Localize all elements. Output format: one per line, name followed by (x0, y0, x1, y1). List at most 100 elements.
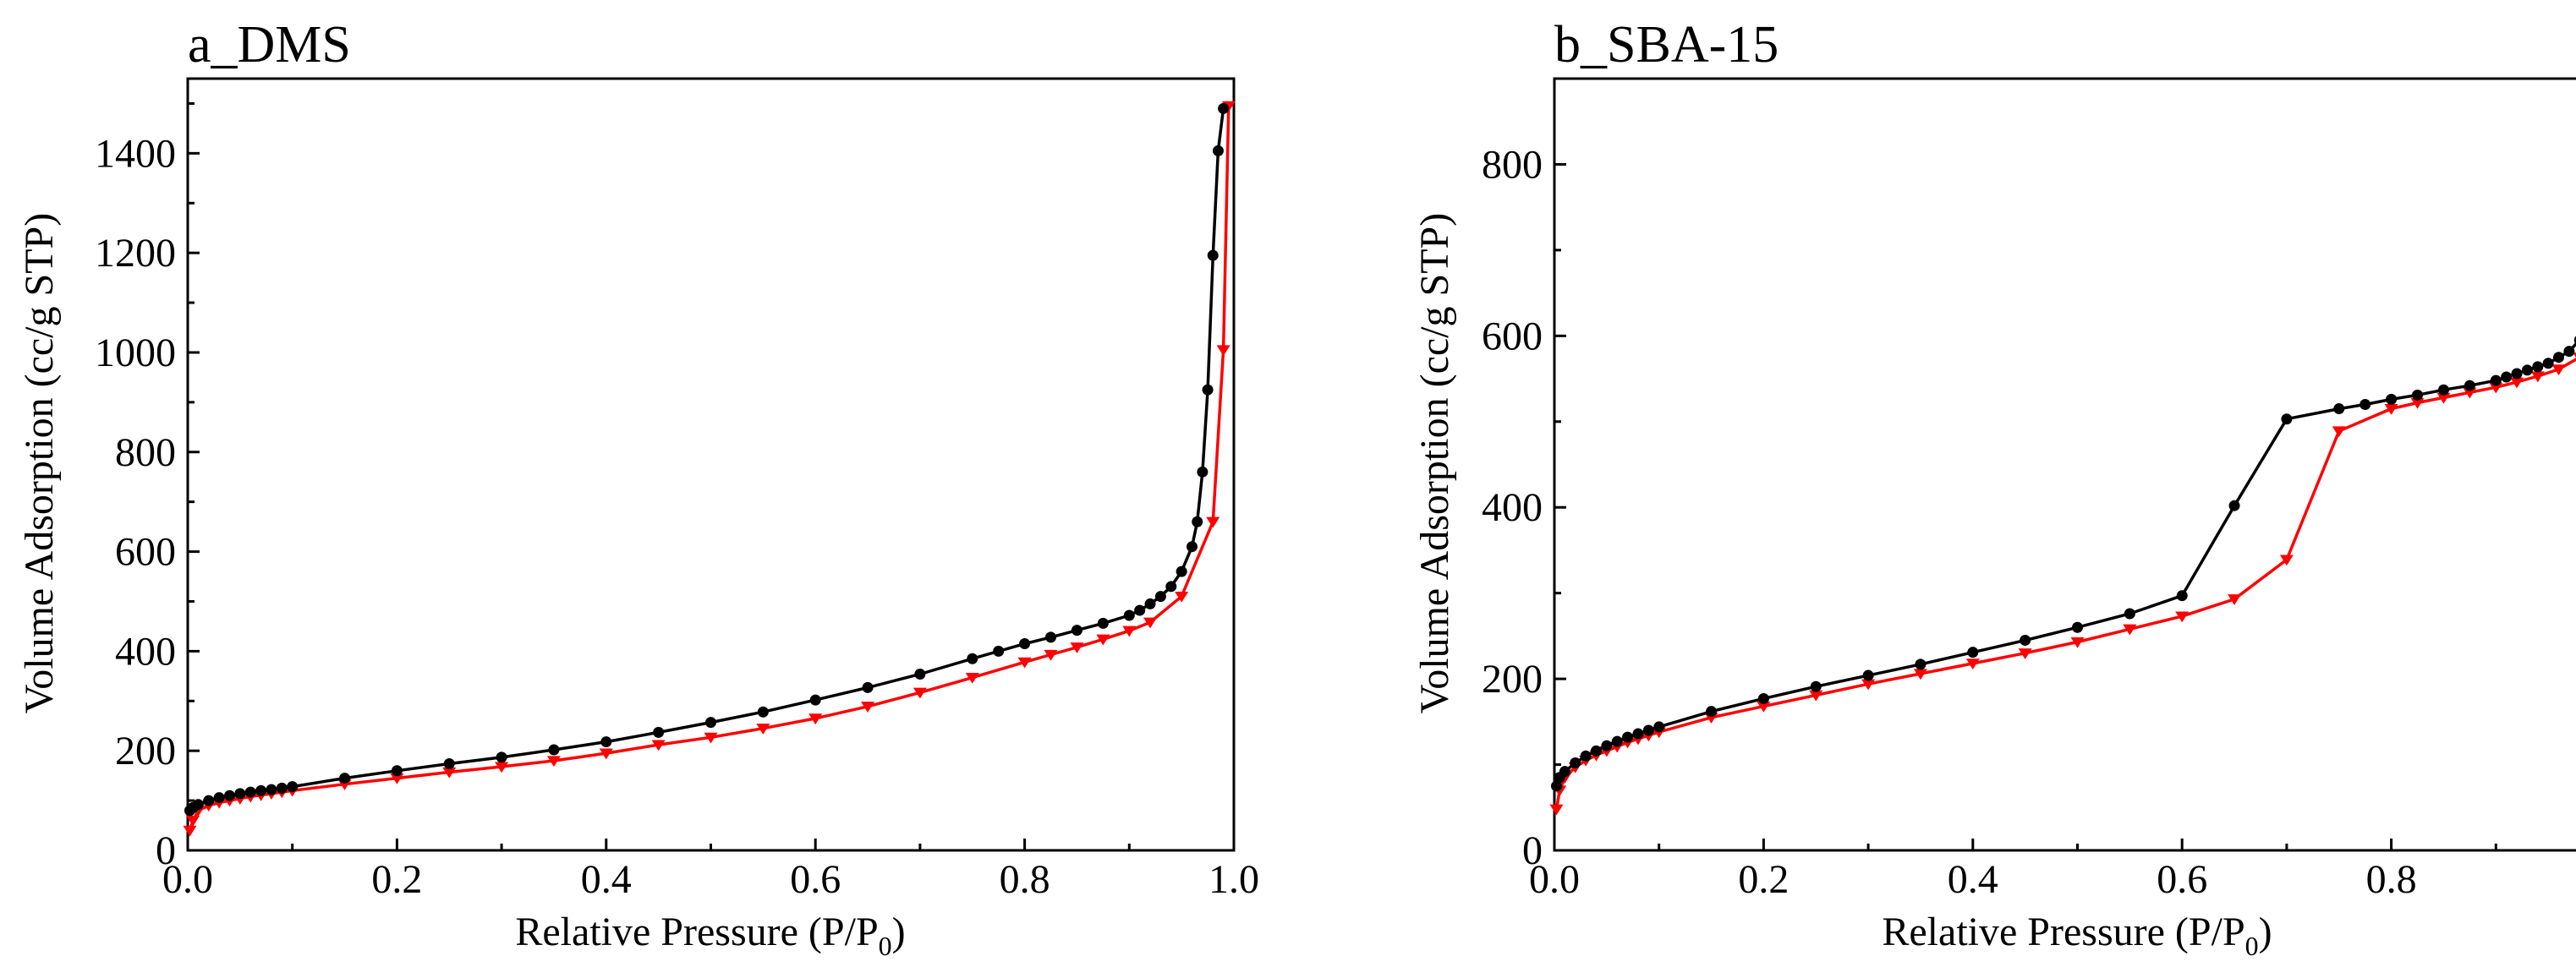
x-tick-label: 0.0 (162, 857, 213, 902)
data-point-adsorption (255, 784, 267, 796)
data-point-adsorption (213, 792, 225, 804)
data-point-adsorption (1550, 780, 1562, 792)
data-point-adsorption (1915, 658, 1927, 670)
data-point-desorption (1861, 679, 1876, 691)
data-point-desorption (808, 713, 823, 725)
y-tick-label: 200 (1482, 657, 1543, 702)
data-point-adsorption (1559, 766, 1570, 778)
data-point-desorption (1965, 658, 1980, 670)
data-point-adsorption (2176, 590, 2188, 602)
data-point-adsorption (1601, 740, 1613, 751)
chart-panel-b: b_SBA-15 0.00.20.40.60.81.0 020040060080… (1412, 16, 2576, 961)
y-ticks-a: 0 200 400 600 800 1000 1200 1400 (95, 101, 200, 873)
data-point-desorption (1175, 591, 1189, 603)
data-point-adsorption (1632, 728, 1644, 740)
data-point-adsorption (1570, 757, 1581, 769)
x-tick-label: 0.8 (2366, 857, 2417, 902)
x-tick-label: 0.4 (581, 857, 632, 902)
data-point-desorption (861, 702, 875, 713)
y-tick-label: 1200 (95, 231, 176, 276)
series-line-desorption (1554, 358, 2576, 810)
data-point-desorption (2436, 392, 2451, 404)
y-tick-label: 200 (115, 729, 176, 773)
data-point-adsorption (1212, 145, 1224, 156)
data-point-desorption (2228, 594, 2242, 605)
chart-title-b: b_SBA-15 (1554, 16, 1779, 74)
data-point-adsorption (600, 736, 612, 748)
plot-area-a (183, 101, 1236, 837)
data-point-desorption (1096, 634, 1110, 646)
data-point-adsorption (2501, 371, 2513, 383)
data-point-adsorption (2386, 393, 2398, 405)
x-axis-label-b: Relative Pressure (P/P0) (1882, 910, 2272, 961)
data-point-desorption (546, 756, 561, 768)
data-point-desorption (186, 816, 200, 827)
data-point-adsorption (2464, 380, 2475, 391)
x-tick-label: 0.4 (1948, 857, 1998, 902)
data-point-adsorption (1757, 692, 1769, 704)
data-point-adsorption (2490, 374, 2502, 386)
data-point-adsorption (1218, 102, 1230, 114)
data-point-adsorption (203, 795, 215, 806)
data-point-adsorption (1197, 466, 1209, 478)
data-point-desorption (2332, 426, 2346, 438)
data-point-desorption (599, 748, 613, 760)
data-point-desorption (1216, 345, 1230, 357)
data-point-desorption (495, 762, 509, 773)
data-point-adsorption (2124, 608, 2135, 620)
x-tick-label: 0.0 (1529, 857, 1580, 902)
data-point-adsorption (1967, 647, 1979, 658)
data-point-adsorption (1706, 706, 1718, 718)
data-point-adsorption (1810, 680, 1822, 692)
data-point-adsorption (914, 668, 926, 680)
data-point-desorption (913, 687, 927, 699)
data-point-desorption (2551, 364, 2566, 376)
data-point-desorption (651, 740, 666, 751)
y-tick-label: 1400 (95, 131, 176, 176)
data-point-adsorption (266, 784, 277, 795)
x-tick-label: 0.8 (1000, 857, 1050, 902)
x-tick-label: 1.0 (1209, 857, 1259, 902)
data-point-desorption (1809, 690, 1823, 702)
data-point-adsorption (2542, 358, 2554, 369)
data-point-desorption (1070, 642, 1084, 653)
y-ticks-b: 0 200 400 600 800 (1482, 77, 1566, 873)
data-point-adsorption (993, 645, 1005, 657)
data-point-adsorption (2532, 361, 2544, 373)
data-point-adsorption (1202, 384, 1214, 396)
data-point-desorption (2123, 624, 2137, 636)
data-point-desorption (2384, 403, 2398, 415)
data-point-adsorption (1144, 598, 1156, 609)
data-point-desorption (390, 773, 404, 784)
x-tick-label: 0.2 (371, 857, 422, 902)
data-point-desorption (442, 767, 457, 779)
data-point-adsorption (705, 717, 716, 729)
data-point-adsorption (1134, 604, 1146, 616)
x-tick-label: 0.6 (790, 857, 841, 902)
data-point-desorption (1913, 669, 1927, 680)
data-point-adsorption (339, 773, 351, 784)
data-point-adsorption (2228, 500, 2240, 511)
y-tick-label: 400 (115, 629, 176, 674)
data-point-desorption (1017, 657, 1032, 669)
data-point-adsorption (1192, 516, 1203, 527)
data-point-desorption (2410, 397, 2425, 409)
data-point-adsorption (2437, 384, 2449, 396)
y-tick-label: 600 (115, 530, 176, 575)
data-point-adsorption (2573, 336, 2576, 345)
y-tick-label: 600 (1482, 314, 1543, 358)
data-point-adsorption (2360, 398, 2371, 410)
data-point-adsorption (1653, 721, 1665, 733)
y-tick-label: 800 (1482, 142, 1543, 187)
data-point-desorption (1044, 649, 1058, 661)
data-point-adsorption (287, 781, 299, 793)
y-tick-label: 400 (1482, 485, 1543, 530)
data-point-adsorption (1207, 249, 1219, 261)
chart-panel-a: a_DMS 0.0 0.2 0.4 0.6 0.8 1.0 0 200 400 600 800 10… (17, 16, 1259, 961)
x-tick-label: 0.6 (2157, 857, 2207, 902)
data-point-adsorption (223, 790, 235, 801)
chart-title-a: a_DMS (188, 16, 351, 74)
y-tick-label: 800 (115, 430, 176, 475)
x-ticks-b: 0.00.20.40.60.81.0 (1529, 839, 2576, 902)
